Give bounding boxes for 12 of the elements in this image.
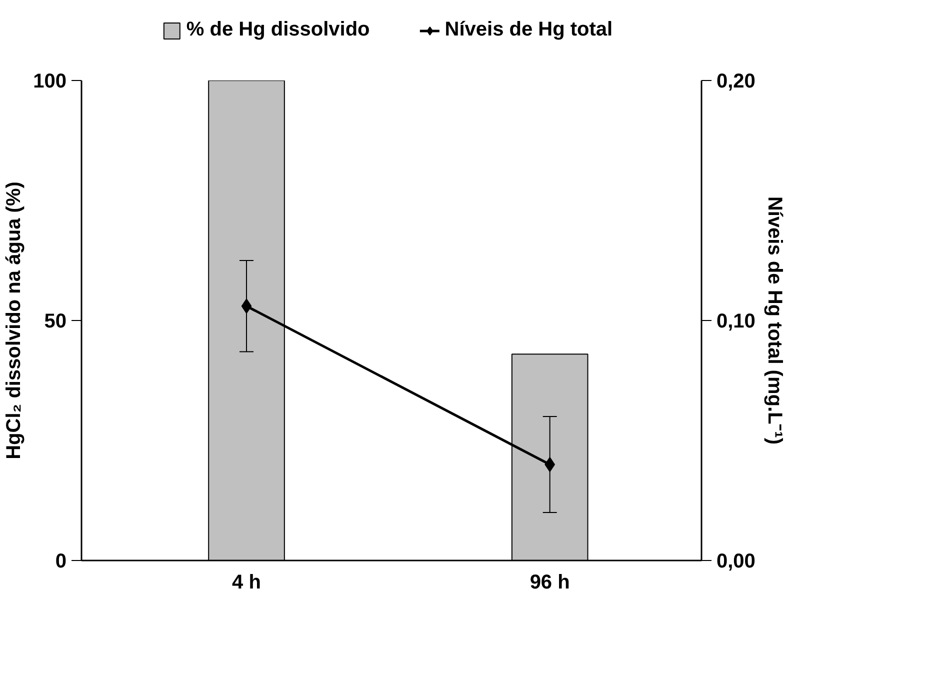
y-axis-title: HgCl₂ dissolvido na água (%) — [3, 182, 26, 460]
y2-tick-label: 0,10 — [716, 310, 756, 332]
x-tick-label: 96 h — [530, 572, 570, 594]
legend-label: Níveis de Hg total — [444, 18, 613, 42]
y2-tick-label: 0,00 — [716, 550, 756, 572]
y-tick-label: 0 — [55, 550, 66, 572]
y-tick-label: 50 — [44, 310, 67, 332]
x-tick-label: 4 h — [232, 572, 261, 594]
y-tick-label: 100 — [33, 70, 67, 92]
y2-tick-label: 0,20 — [716, 70, 756, 92]
legend-label: % de Hg dissolvido — [186, 18, 370, 42]
y2-axis-title: Níveis de Hg total (mg.L⁻¹) — [763, 196, 786, 445]
